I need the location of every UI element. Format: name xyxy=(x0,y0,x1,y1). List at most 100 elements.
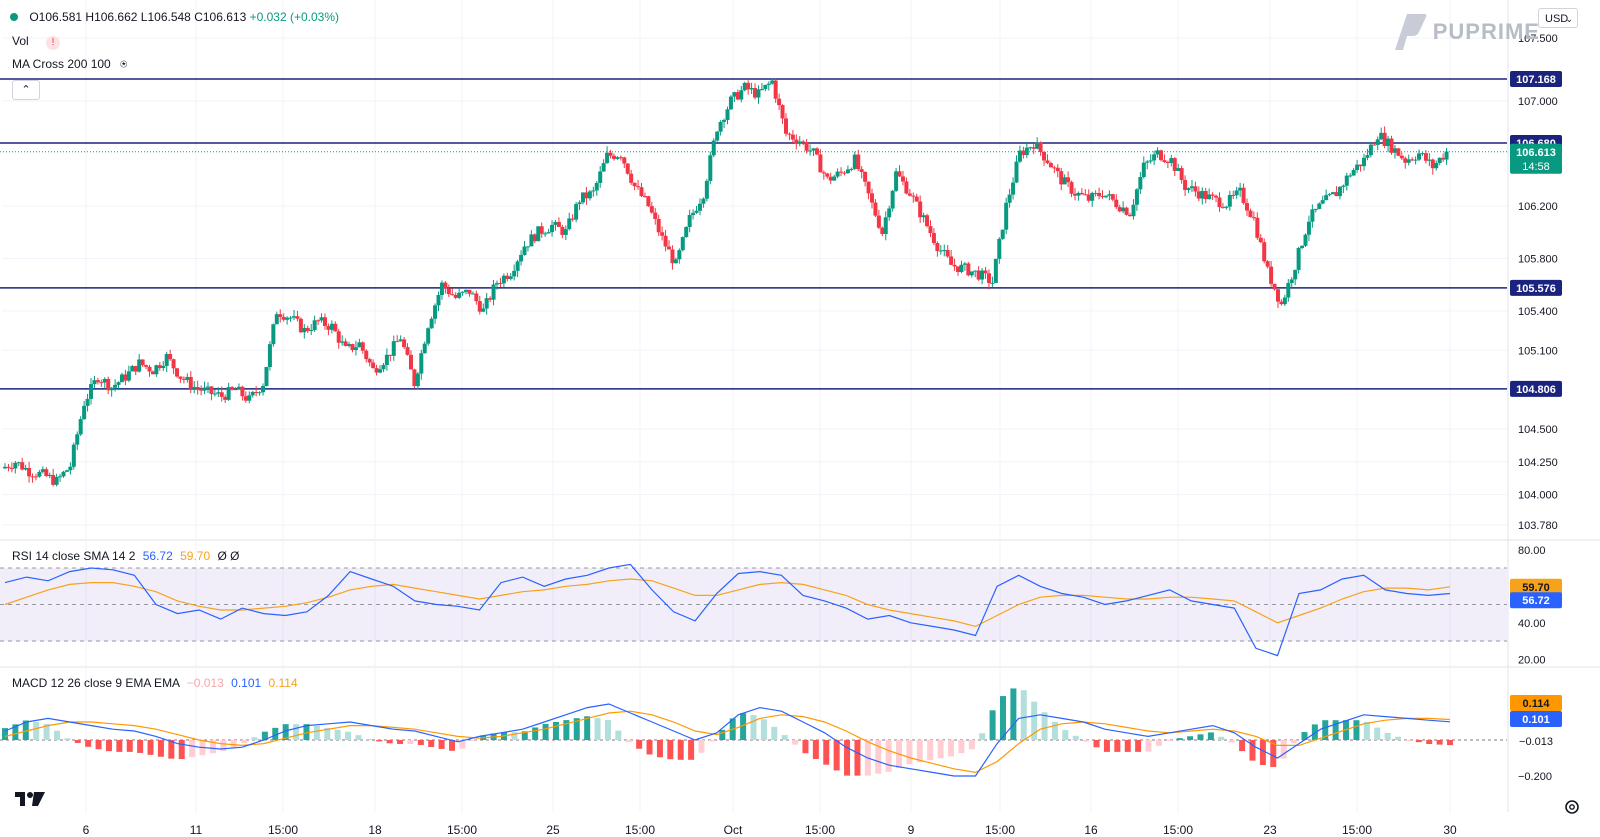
ohlc-low: L106.548 xyxy=(140,10,191,24)
candle-body xyxy=(1097,193,1102,197)
candle-body xyxy=(261,386,266,393)
candle-body xyxy=(126,371,131,381)
candle-body xyxy=(825,173,830,177)
candle-body xyxy=(457,292,462,298)
level-tag xyxy=(1510,279,1562,296)
candle-body xyxy=(450,294,455,296)
macd-hist-bar xyxy=(105,740,112,752)
level-tag-label: 107.168 xyxy=(1516,74,1556,86)
candle-body xyxy=(1207,194,1212,200)
macd-hist-bar xyxy=(948,740,955,757)
candle-body xyxy=(842,172,847,174)
candle-body xyxy=(938,250,943,252)
candle-body xyxy=(646,196,651,207)
candle-body xyxy=(243,396,248,401)
candle-body xyxy=(1427,159,1432,161)
macd-hist-bar xyxy=(168,740,175,759)
ma-cross-legend[interactable]: MA Cross 200 100 ⍟ xyxy=(12,57,127,72)
candle-body xyxy=(962,263,967,265)
collapse-legend-button[interactable]: ⌃ xyxy=(12,80,40,100)
candle-body xyxy=(680,237,685,251)
brand-name: PUPRIME xyxy=(1432,19,1540,44)
candle-body xyxy=(37,471,42,477)
candle-body xyxy=(1086,194,1091,201)
time-tick-label: 15:00 xyxy=(268,823,298,837)
macd-hist-bar xyxy=(1041,712,1048,740)
vol-legend[interactable]: Vol ! xyxy=(12,34,61,50)
candle-body xyxy=(794,139,799,144)
candle-body xyxy=(701,198,706,204)
warning-icon[interactable]: ! xyxy=(46,36,61,50)
macd-hist-bar xyxy=(1166,740,1173,741)
time-tick-label: Oct xyxy=(724,823,743,837)
macd-legend[interactable]: MACD 12 26 close 9 EMA EMA −0.013 0.101 … xyxy=(12,676,298,690)
candle-body xyxy=(591,190,596,192)
candle-body xyxy=(1179,168,1184,180)
macd-hist-bar xyxy=(708,740,715,742)
candle-body xyxy=(756,89,761,98)
candle-body xyxy=(1200,190,1205,199)
macd-hist-bar xyxy=(220,740,227,751)
candle-body xyxy=(532,234,537,242)
candle-body xyxy=(374,368,379,373)
macd-hist-bar xyxy=(95,740,102,750)
macd-hist-bar xyxy=(792,740,799,745)
candle-body xyxy=(1372,144,1377,146)
candle-body xyxy=(608,152,613,156)
candle-body xyxy=(202,387,207,391)
candle-body xyxy=(725,109,730,120)
macd-value: 0.101 xyxy=(231,676,262,690)
candle-body xyxy=(230,387,235,390)
macd-hist-bar xyxy=(1259,740,1266,766)
candle-body xyxy=(1042,151,1047,161)
candle-body xyxy=(1162,160,1167,163)
macd-hist-bar xyxy=(885,740,892,772)
candle-body xyxy=(601,163,606,172)
candle-body xyxy=(663,235,668,247)
candle-body xyxy=(89,384,94,399)
candle-body xyxy=(1186,188,1191,190)
time-tick-label: 15:00 xyxy=(1342,823,1372,837)
candle-body xyxy=(642,196,647,198)
macd-hist-bar xyxy=(1207,732,1214,740)
rsi-value: 56.72 xyxy=(142,549,173,563)
macd-hist-bar xyxy=(417,740,424,746)
candle-body xyxy=(728,96,733,110)
candle-body xyxy=(1406,159,1411,163)
gear-icon[interactable] xyxy=(1562,797,1582,817)
candle-body xyxy=(133,366,138,372)
ohlc-legend: O106.581 H106.662 L106.548 C106.613 +0.0… xyxy=(10,10,339,24)
candle-body xyxy=(821,172,826,174)
candle-body xyxy=(195,387,200,389)
candle-body xyxy=(539,226,544,234)
candle-body xyxy=(753,88,758,98)
macd-hist-bar xyxy=(74,740,81,743)
candle-body xyxy=(1306,221,1311,235)
candle-body xyxy=(894,171,899,191)
macd-hist-bar xyxy=(116,740,123,752)
macd-hist-bar xyxy=(958,740,965,754)
macd-hist-bar xyxy=(261,731,268,740)
candle-body xyxy=(811,148,816,151)
macd-hist-bar xyxy=(1405,740,1412,741)
candle-body xyxy=(1324,195,1329,201)
candle-body xyxy=(1172,158,1177,171)
candle-body xyxy=(742,82,747,91)
macd-hist-bar xyxy=(1353,720,1360,740)
candle-body xyxy=(326,325,331,330)
candle-body xyxy=(140,359,145,366)
eye-hidden-icon[interactable]: ⍟ xyxy=(120,57,128,71)
candle-body xyxy=(1148,160,1153,162)
candle-body xyxy=(85,398,90,406)
candle-body xyxy=(1014,161,1019,183)
candle-body xyxy=(1217,197,1222,208)
tradingview-logo-icon[interactable] xyxy=(14,790,46,808)
candle-body xyxy=(309,330,314,332)
rsi-legend[interactable]: RSI 14 close SMA 14 2 56.72 59.70 Ø Ø xyxy=(12,549,240,563)
candle-body xyxy=(718,121,723,132)
candle-body xyxy=(71,444,76,467)
currency-select[interactable]: USD ⌄ xyxy=(1538,8,1578,28)
candle-body xyxy=(1052,167,1057,169)
macd-hist-bar xyxy=(916,740,923,763)
